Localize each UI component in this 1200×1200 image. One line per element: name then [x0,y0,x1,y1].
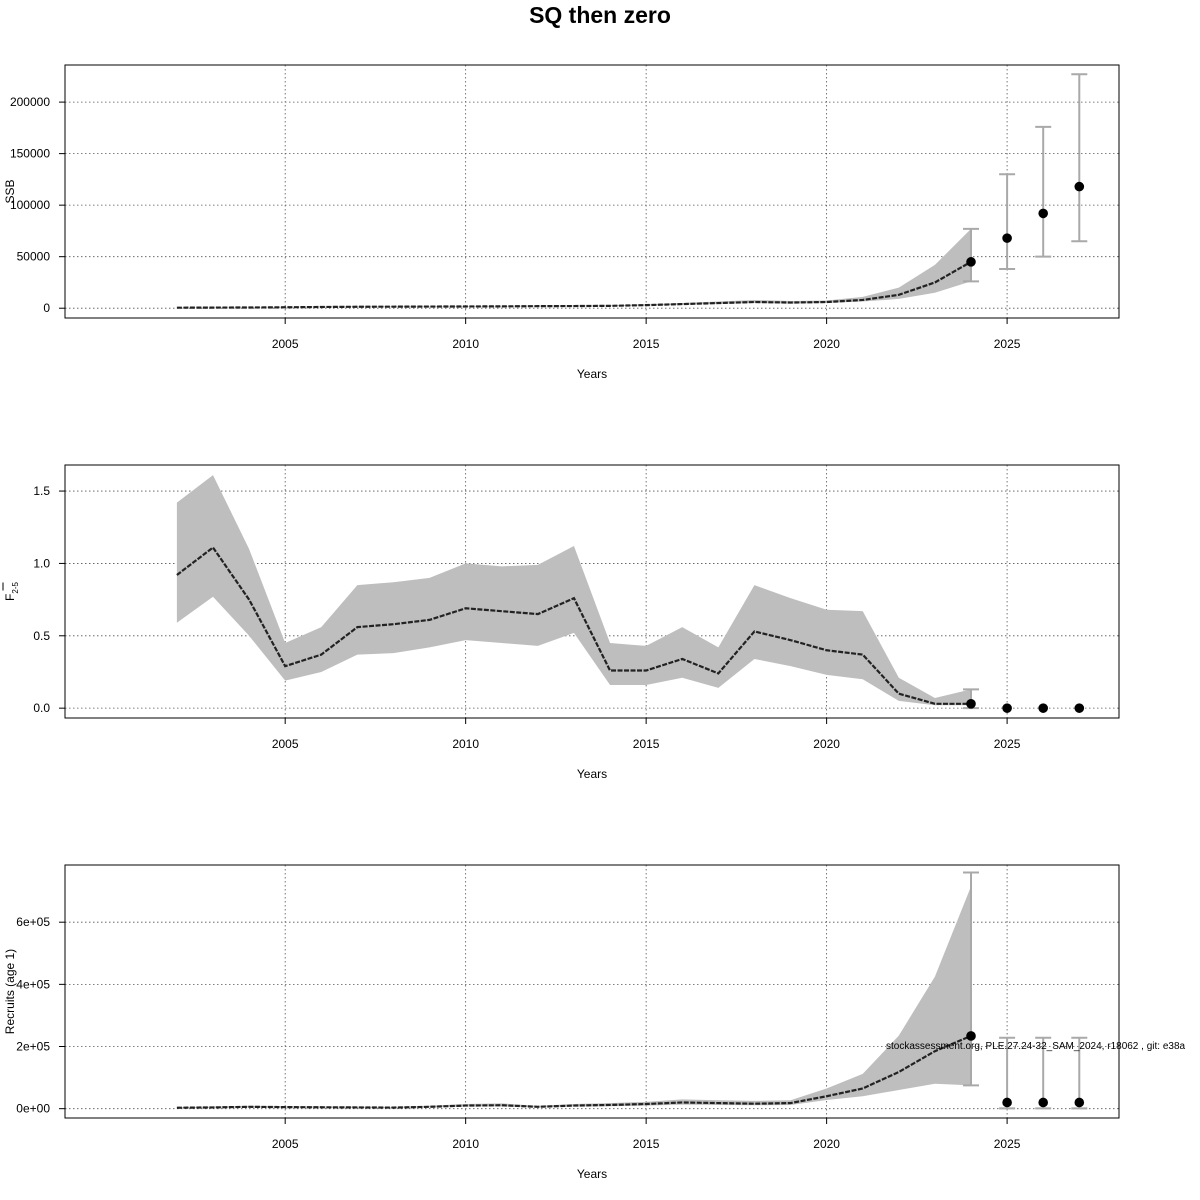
x-tick-label-2010: 2010 [452,737,479,751]
y-tick-label-100000: 100000 [10,198,50,212]
x-tick-label-2010: 2010 [452,337,479,351]
forecast-errorbar-2027 [1071,73,1088,243]
forecast-point-2027 [1074,703,1085,713]
x-tick-label-2005: 2005 [272,337,299,351]
forecast-errorbar-2026 [1035,125,1052,258]
forecast-point-2025 [1002,703,1012,713]
plot-frame [64,64,1120,319]
x-tick-label-2025: 2025 [994,337,1021,351]
y-axis-label: SSB [3,179,17,203]
estimate-line [176,260,972,309]
footer-credit: stockassessment.org, PLE.27.24-32_SAM_20… [886,1041,1186,1052]
x-tick-label-2010: 2010 [452,1137,479,1151]
estimate-line [176,1034,972,1109]
y-tick-label-1.5: 1.5 [33,484,50,498]
panel-2: 2005 2010 2015 2020 2025 0.0 0.5 1.0 1.5 Years F2-… [2,464,1120,781]
forecast-point-2027 [1074,181,1085,192]
forecast-errorbar-2024 [963,871,980,1087]
x-tick-label-2005: 2005 [272,1137,299,1151]
forecast-point-2025 [1002,233,1012,243]
confidence-band [176,228,972,308]
forecast-errorbar-2026 [1035,1036,1052,1110]
y-tick-label-2e+05: 2e+05 [16,1040,50,1054]
y-axis-label: F2-5 [3,581,20,600]
plot-frame [64,864,1120,1119]
panel-3: 2005 2010 2015 2020 2025 0e+00 2e+05 4e+05 6e+05… [3,864,1120,1181]
forecast-point-2024 [966,699,976,709]
y-tick-label-200000: 200000 [10,95,50,109]
forecast-point-2026 [1038,1097,1048,1108]
y-axis-label-main: SSB [3,179,17,203]
y-axis-label: Recruits (age 1) [3,949,17,1034]
forecast-point-2026 [1038,208,1048,219]
y-tick-label-6e+05: 6e+05 [16,915,50,929]
y-axis-label-main: F [3,594,17,601]
forecast-errorbar-2025 [999,173,1016,271]
panel-1: 2005 2010 2015 2020 2025 0 50000 100000 150000 20… [3,64,1120,381]
x-tick-label-2020: 2020 [813,337,840,351]
x-axis-label: Years [577,367,607,381]
y-tick-label-1.0: 1.0 [33,556,50,570]
forecast-point-2026 [1038,703,1048,713]
x-tick-label-2005: 2005 [272,737,299,751]
y-axis-label-main: Recruits (age 1) [3,949,17,1034]
forecast-point-2025 [1002,1097,1012,1108]
x-tick-label-2020: 2020 [813,737,840,751]
plot-frame [64,464,1120,719]
y-tick-label-0.5: 0.5 [33,629,50,643]
x-tick-label-2015: 2015 [633,737,660,751]
y-tick-label-0.0: 0.0 [33,701,50,715]
forecast-errorbar-2027 [1071,1036,1088,1110]
forecast-errorbar-2025 [999,1036,1016,1110]
confidence-band [176,886,972,1109]
y-tick-label-50000: 50000 [17,250,51,264]
x-tick-label-2025: 2025 [994,737,1021,751]
estimate-line [176,545,972,705]
x-tick-label-2025: 2025 [994,1137,1021,1151]
x-axis-label: Years [577,1167,607,1181]
x-tick-label-2015: 2015 [633,1137,660,1151]
confidence-band [176,475,972,706]
x-tick-label-2015: 2015 [633,337,660,351]
forecast-point-2024 [966,257,976,267]
y-tick-label-0: 0 [43,301,50,315]
forecast-point-2024 [966,1031,976,1041]
x-axis-label: Years [577,767,607,781]
forecast-errorbar-2024 [963,227,980,283]
y-tick-label-0e+00: 0e+00 [16,1102,50,1116]
x-tick-label-2020: 2020 [813,1137,840,1151]
y-tick-label-150000: 150000 [10,147,50,161]
y-tick-label-4e+05: 4e+05 [16,977,50,991]
y-axis-label-subscript: 2-5 [11,581,20,593]
forecast-point-2027 [1074,1097,1085,1108]
chart-title: SQ then zero [529,2,671,28]
